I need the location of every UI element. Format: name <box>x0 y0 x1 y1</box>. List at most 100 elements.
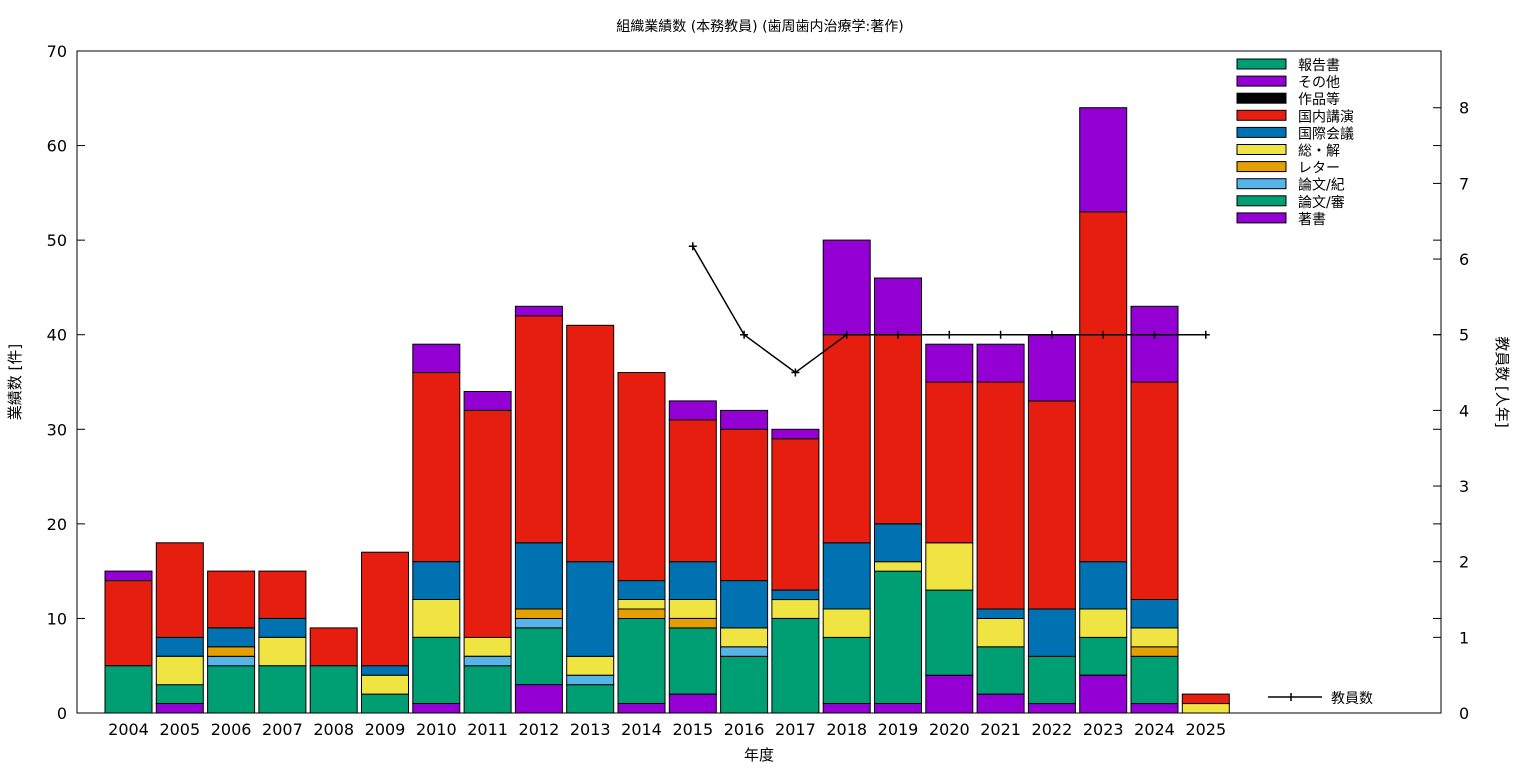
bar-segment-2013-s2 <box>566 674 615 686</box>
bar-segment-2016-s6 <box>720 428 769 582</box>
bar-segment-2016-s2 <box>720 646 769 657</box>
bar-segment-2011-s6 <box>463 409 512 638</box>
bar-segment-2004-s8 <box>104 570 153 582</box>
x-tick-label: 2013 <box>570 720 611 739</box>
bar-segment-2010-s8 <box>412 343 461 374</box>
bar-segment-2015-s6 <box>668 419 717 563</box>
bar-segment-2010-s4 <box>412 599 461 638</box>
y2-tick-label: 5 <box>1459 326 1469 345</box>
bar-segment-2008-s1 <box>309 665 358 714</box>
bar-segment-2025-s6 <box>1181 693 1230 705</box>
bar-segment-2015-s5 <box>668 561 717 601</box>
x-tick-label: 2012 <box>519 720 560 739</box>
bar-segment-2020-s8 <box>925 343 974 383</box>
y2-tick-label: 1 <box>1459 628 1469 647</box>
x-tick-label: 2022 <box>1032 720 1073 739</box>
legend-label-line: 教員数 <box>1331 691 1373 707</box>
bar-segment-2013-s5 <box>566 561 615 657</box>
line-point-2021 <box>996 330 1005 339</box>
bar-segment-2010-s1 <box>412 636 461 704</box>
bar-segment-2004-s1 <box>104 665 153 714</box>
x-tick-label: 2006 <box>211 720 252 739</box>
bar-segment-2023-s0 <box>1079 674 1128 714</box>
bar-segment-2024-s4 <box>1130 627 1179 648</box>
y-axis-title: 業績数 [件] <box>6 344 24 420</box>
x-tick-label: 2011 <box>467 720 508 739</box>
bar-segment-2005-s6 <box>155 542 204 638</box>
x-axis-title: 年度 <box>744 746 774 764</box>
bar-segment-2012-s3 <box>514 608 563 619</box>
bar-segment-2024-s8 <box>1130 305 1179 383</box>
bar-segment-2021-s1 <box>976 646 1025 695</box>
x-tick-label: 2005 <box>159 720 200 739</box>
line-layer <box>688 242 1210 377</box>
bar-segment-2020-s0 <box>925 674 974 714</box>
bar-segment-2009-s5 <box>361 665 409 676</box>
legend-swatch-2 <box>1236 178 1287 190</box>
bar-segment-2015-s1 <box>668 627 717 695</box>
line-point-2024 <box>1150 330 1159 339</box>
bar-segment-2021-s8 <box>976 343 1025 383</box>
legend-label-1: 論文/審 <box>1298 195 1345 211</box>
bar-segment-2024-s3 <box>1130 646 1179 657</box>
legend-swatch-5 <box>1236 126 1287 138</box>
bar-segment-2014-s6 <box>617 372 666 582</box>
bar-segment-2023-s6 <box>1079 211 1128 563</box>
bar-segment-2009-s1 <box>361 693 409 714</box>
bar-segment-2011-s8 <box>463 391 512 411</box>
x-tick-label: 2004 <box>108 720 149 739</box>
y-tick-label: 30 <box>47 420 67 439</box>
x-tick-label: 2020 <box>929 720 970 739</box>
legend-swatch-6 <box>1236 109 1287 121</box>
legend-swatch-1 <box>1236 195 1287 207</box>
bar-segment-2009-s4 <box>361 674 409 695</box>
line-point-2022 <box>1047 330 1056 339</box>
bar-segment-2021-s0 <box>976 693 1025 714</box>
bar-segment-2009-s6 <box>361 551 409 667</box>
bar-segment-2007-s6 <box>258 570 307 619</box>
bar-segment-2014-s4 <box>617 599 666 610</box>
bar-segment-2018-s0 <box>822 703 871 714</box>
bar-segment-2012-s0 <box>514 684 563 714</box>
x-tick-label: 2021 <box>980 720 1021 739</box>
legend-label-2: 論文/紀 <box>1298 178 1345 194</box>
legend-label-6: 国内講演 <box>1298 109 1354 125</box>
bar-segment-2015-s8 <box>668 400 717 421</box>
bar-segment-2023-s5 <box>1079 561 1128 610</box>
bar-segment-2004-s6 <box>104 580 153 667</box>
bar-segment-2019-s8 <box>874 277 922 336</box>
bar-segment-2006-s2 <box>207 655 256 667</box>
bar-segment-2016-s1 <box>720 655 769 714</box>
bar-segment-2021-s4 <box>976 617 1025 648</box>
bar-segment-2019-s1 <box>874 570 922 704</box>
y2-tick-label: 0 <box>1459 704 1469 723</box>
bar-segment-2007-s5 <box>258 617 307 638</box>
y-tick-label: 0 <box>57 704 67 723</box>
x-tick-label: 2016 <box>724 720 765 739</box>
legend-label-0: 著書 <box>1298 212 1326 228</box>
bar-segment-2010-s5 <box>412 561 461 601</box>
bar-segment-2022-s8 <box>1027 334 1076 402</box>
bar-segment-2015-s4 <box>668 599 717 619</box>
bar-segment-2017-s1 <box>771 617 820 714</box>
bar-segment-2014-s1 <box>617 617 666 705</box>
bar-segment-2012-s8 <box>514 305 563 317</box>
bar-segment-2013-s4 <box>566 655 615 676</box>
bar-segment-2014-s5 <box>617 580 666 600</box>
bar-segment-2014-s3 <box>617 608 666 619</box>
bar-segment-2005-s0 <box>155 703 204 714</box>
bar-segment-2007-s1 <box>258 665 307 714</box>
bar-segment-2016-s5 <box>720 580 769 629</box>
y-tick-label: 60 <box>47 137 67 156</box>
bar-segment-2008-s6 <box>309 627 358 667</box>
bar-segment-2018-s5 <box>822 542 871 610</box>
legend-swatch-7 <box>1236 92 1287 104</box>
legend-swatch-8 <box>1236 75 1287 87</box>
bar-segment-2010-s0 <box>412 703 461 714</box>
bar-segment-2012-s1 <box>514 627 563 686</box>
bar-segment-2016-s8 <box>720 409 769 430</box>
x-tick-label: 2007 <box>262 720 303 739</box>
bar-segment-2017-s4 <box>771 599 820 619</box>
bar-segment-2023-s4 <box>1079 608 1128 638</box>
